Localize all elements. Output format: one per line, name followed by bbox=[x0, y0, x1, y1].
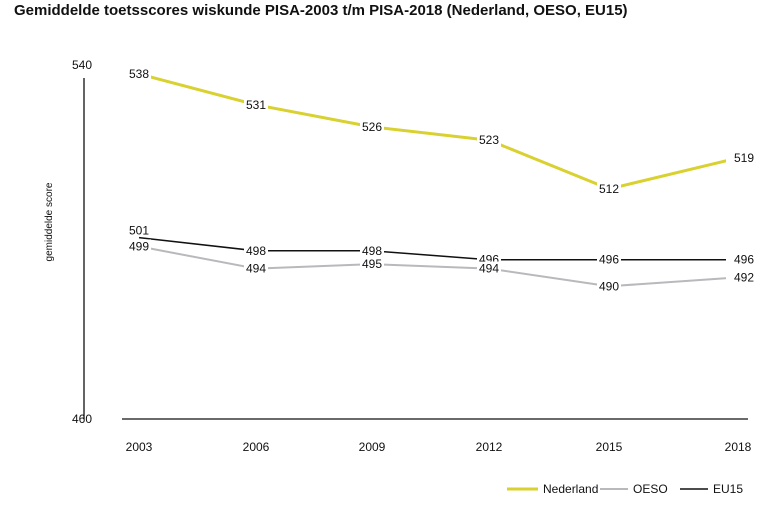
data-label-eu15: 498 bbox=[362, 244, 382, 258]
x-tick-label: 2003 bbox=[126, 440, 153, 454]
y-axis-label: gemiddelde score bbox=[44, 182, 55, 261]
data-label-bg bbox=[360, 243, 384, 258]
data-label-oeso: 492 bbox=[734, 270, 754, 284]
data-label-nederland: 531 bbox=[246, 98, 266, 112]
data-label-bg bbox=[726, 252, 750, 267]
data-label-nederland: 538 bbox=[129, 67, 149, 81]
data-label-bg bbox=[477, 261, 501, 276]
y-tick-label: 540 bbox=[72, 58, 92, 72]
data-label-eu15: 498 bbox=[246, 244, 266, 258]
data-label-bg bbox=[360, 118, 384, 134]
data-label-bg bbox=[726, 270, 750, 285]
data-label-nederland: 519 bbox=[734, 151, 754, 165]
data-label-oeso: 494 bbox=[479, 262, 499, 276]
data-label-oeso: 495 bbox=[362, 257, 382, 271]
data-label-bg bbox=[244, 243, 268, 258]
data-label-bg bbox=[127, 239, 151, 254]
x-tick-label: 2012 bbox=[476, 440, 503, 454]
legend: Nederland OESO EU15 bbox=[507, 482, 743, 496]
data-label-bg bbox=[244, 96, 268, 112]
data-label-bg bbox=[597, 252, 621, 267]
data-label-nederland: 526 bbox=[362, 120, 382, 134]
legend-label: EU15 bbox=[713, 482, 743, 496]
legend-label: OESO bbox=[633, 482, 668, 496]
data-label-bg bbox=[244, 261, 268, 276]
data-label-eu15: 501 bbox=[129, 224, 149, 238]
data-label-nederland: 523 bbox=[479, 133, 499, 147]
series-line-nederland bbox=[138, 72, 739, 191]
chart-title: Gemiddelde toetsscores wiskunde PISA-200… bbox=[14, 2, 628, 19]
data-label-oeso: 499 bbox=[129, 239, 149, 253]
series-line-oeso bbox=[138, 245, 739, 288]
data-label-oeso: 494 bbox=[246, 262, 266, 276]
data-label-eu15: 496 bbox=[599, 253, 619, 267]
x-tick-label: 2018 bbox=[725, 440, 752, 454]
data-label-bg bbox=[597, 279, 621, 294]
y-tick-label: 460 bbox=[72, 412, 92, 426]
data-label-bg bbox=[477, 132, 501, 148]
data-label-bg bbox=[726, 149, 750, 165]
data-label-nederland: 512 bbox=[599, 182, 619, 196]
data-label-bg bbox=[127, 65, 151, 81]
data-label-eu15: 496 bbox=[734, 253, 754, 267]
axes: 540 460 gemiddelde score 2003 2006 2009 2012 20… bbox=[44, 58, 752, 454]
legend-label: Nederland bbox=[543, 482, 598, 496]
data-label-oeso: 490 bbox=[599, 279, 619, 293]
series-lines bbox=[138, 72, 739, 288]
data-label-bg bbox=[597, 180, 621, 196]
x-tick-label: 2015 bbox=[596, 440, 623, 454]
x-tick-label: 2009 bbox=[359, 440, 386, 454]
series-line-eu15 bbox=[138, 236, 738, 261]
x-tick-label: 2006 bbox=[243, 440, 270, 454]
data-label-bg bbox=[360, 257, 384, 272]
